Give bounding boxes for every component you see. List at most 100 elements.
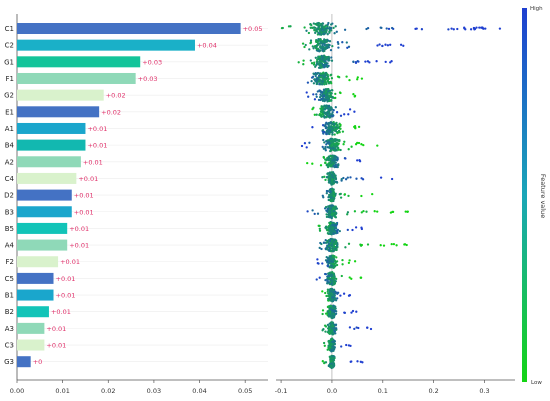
swarm-point	[322, 147, 325, 150]
swarm-point	[336, 40, 340, 44]
swarm-point	[330, 148, 334, 152]
swarm-point	[354, 61, 358, 64]
swarm-point	[316, 90, 319, 93]
swarm-point	[336, 159, 339, 162]
swarm-point	[354, 127, 357, 130]
bar-category-label: A3	[5, 325, 14, 333]
swarm-point	[318, 38, 321, 42]
swarm-point	[303, 45, 306, 49]
swarm-row	[297, 54, 393, 69]
swarm-point	[332, 109, 335, 112]
swarm-point	[332, 192, 336, 195]
swarm-point	[311, 209, 314, 212]
bar-category-label: B4	[5, 142, 15, 150]
swarm-row	[321, 354, 364, 370]
swarm-point	[337, 129, 341, 132]
bar-x-tick-label: 0.02	[101, 387, 115, 395]
swarm-point	[337, 46, 340, 49]
swarm-point	[313, 113, 316, 116]
swarm-point	[314, 31, 317, 35]
swarm-point	[330, 144, 333, 148]
bar	[17, 189, 72, 201]
bar-category-label: G1	[4, 58, 14, 66]
swarm-point	[353, 260, 357, 263]
swarm-point	[325, 31, 328, 34]
swarm-point	[326, 93, 329, 96]
swarm-point	[319, 164, 323, 167]
swarm-point	[376, 44, 379, 47]
bar	[17, 272, 54, 284]
swarm-x-tick-label: 0.3	[479, 387, 489, 395]
swarm-point	[312, 93, 315, 96]
bar-value-label: +0.01	[78, 175, 98, 183]
swarm-point	[330, 348, 333, 351]
swarm-point	[312, 22, 315, 25]
swarm-point	[328, 346, 332, 349]
swarm-point	[326, 310, 330, 313]
swarm-point	[326, 280, 329, 283]
swarm-point	[356, 360, 359, 363]
swarm-point	[484, 27, 487, 30]
bar-category-label: C3	[5, 342, 14, 350]
swarm-point	[354, 143, 358, 146]
swarm-point	[331, 290, 334, 294]
swarm-point	[313, 73, 316, 76]
swarm-x-tick-label: 0.1	[378, 387, 388, 395]
swarm-point	[330, 237, 334, 241]
swarm-point	[390, 242, 393, 246]
swarm-point	[332, 181, 336, 184]
swarm-point	[331, 178, 334, 181]
swarm-point	[371, 192, 374, 196]
swarm-point	[328, 173, 332, 176]
swarm-point	[349, 176, 352, 179]
bar	[17, 256, 59, 268]
swarm-point	[334, 106, 337, 109]
swarm-point	[349, 360, 352, 363]
swarm-point	[323, 32, 326, 35]
swarm-point	[327, 43, 331, 47]
swarm-point	[333, 146, 337, 149]
swarm-point	[346, 228, 349, 232]
swarm-point	[332, 114, 335, 117]
swarm-point	[329, 23, 333, 26]
swarm-point	[328, 40, 332, 43]
swarm-point	[348, 259, 351, 262]
swarm-point	[324, 65, 327, 68]
swarm-point	[322, 77, 325, 80]
swarm-point	[339, 294, 342, 297]
swarm-point	[463, 26, 466, 29]
swarm-point	[323, 49, 326, 53]
swarm-point	[325, 105, 328, 109]
swarm-point	[302, 59, 305, 62]
swarm-point	[330, 213, 333, 216]
swarm-point	[336, 131, 340, 134]
swarm-row	[316, 254, 357, 269]
swarm-point	[329, 106, 333, 109]
swarm-point	[320, 22, 323, 26]
swarm-point	[335, 165, 338, 169]
swarm-point	[327, 214, 331, 217]
swarm-point	[335, 111, 339, 114]
swarm-point	[329, 304, 333, 308]
swarm-point	[332, 175, 335, 178]
swarm-point	[389, 61, 392, 64]
swarm-point	[341, 130, 345, 133]
bar-value-label: +0.02	[101, 108, 121, 116]
swarm-point	[323, 361, 326, 365]
swarm-point	[473, 28, 476, 31]
swarm-row	[301, 37, 405, 53]
swarm-point	[316, 22, 319, 25]
swarm-point	[335, 327, 338, 330]
swarm-point	[464, 28, 467, 31]
swarm-point	[317, 262, 320, 265]
swarm-point	[324, 58, 327, 61]
swarm-point	[331, 295, 334, 299]
swarm-point	[321, 312, 324, 316]
swarm-point	[325, 115, 328, 119]
swarm-point	[359, 244, 363, 247]
swarm-point	[328, 132, 331, 136]
swarm-point	[375, 60, 378, 63]
bar-x-tick-label: 0.01	[55, 387, 69, 395]
swarm-point	[331, 345, 334, 349]
swarm-point	[324, 259, 328, 262]
